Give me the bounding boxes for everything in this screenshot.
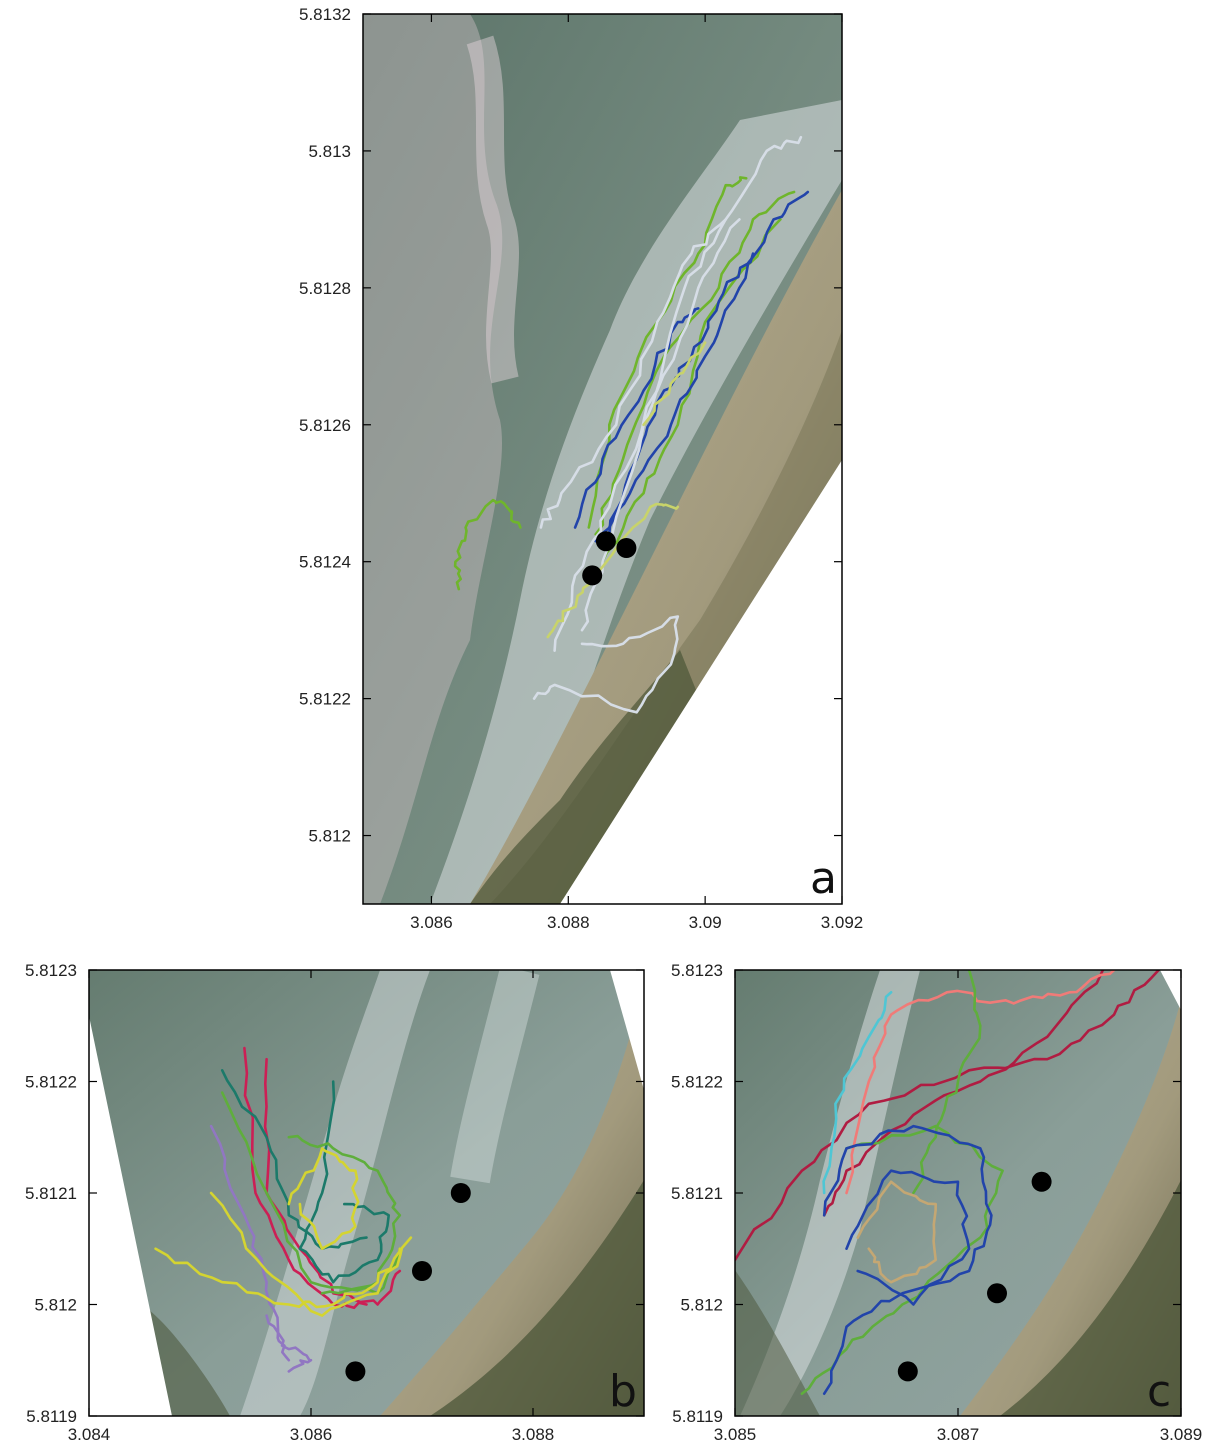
panel-c-markers	[897, 1171, 1052, 1382]
panel-b-tracks	[154, 1046, 413, 1373]
panel-a-letter: a	[810, 853, 837, 904]
track-c-2	[822, 970, 1105, 1217]
panel-a: 3.086 3.088 3.09 3.092 5.812 5.8122 5.8124 5.81…	[299, 5, 863, 932]
y-tick-label-c-4: 5.8122	[671, 1073, 723, 1092]
panel-c-tracks	[735, 970, 1160, 1395]
track-b-9	[154, 1247, 402, 1309]
instrument-marker-a-1	[582, 565, 603, 586]
y-tick-label-c-1: 5.8119	[672, 1407, 723, 1426]
y-tick-label-a-5: 5.8128	[299, 279, 351, 298]
track-a-1	[453, 498, 522, 591]
track-a-9	[532, 615, 680, 714]
track-c-7	[822, 1124, 993, 1395]
track-b-5	[220, 1091, 402, 1295]
track-c-3	[845, 970, 1116, 1195]
instrument-marker-b-1	[450, 1183, 471, 1203]
x-tick-label-a-2: 3.088	[547, 913, 590, 932]
track-a-3	[594, 190, 796, 536]
y-tick-label-a-7: 5.8132	[299, 5, 351, 24]
track-b-10	[209, 1191, 413, 1317]
y-tick-label-a-4: 5.8126	[299, 416, 351, 435]
track-c-1	[735, 970, 1160, 1262]
panel-b-aerial-image	[89, 970, 644, 1416]
panel-b-axes: 3.084 3.086 3.088 5.8119 5.812 5.8121 5.8122 5.…	[25, 961, 644, 1443]
y-tick-label-a-6: 5.813	[308, 142, 351, 161]
y-tick-label-c-2: 5.812	[680, 1296, 723, 1315]
panel-b: 3.084 3.086 3.088 5.8119 5.812 5.8121 5.8122 5.…	[25, 961, 645, 1443]
instrument-marker-c-3	[897, 1361, 918, 1382]
track-a-13	[642, 341, 707, 427]
y-tick-label-a-3: 5.8124	[299, 553, 351, 572]
panel-a-markers	[582, 531, 637, 586]
track-b-6	[287, 1134, 402, 1295]
track-a-6	[594, 190, 810, 543]
y-tick-label-b-1: 5.8119	[26, 1407, 77, 1426]
x-tick-label-a-3: 3.09	[689, 913, 722, 932]
instrument-marker-b-2	[412, 1261, 432, 1281]
panel-b-letter: b	[609, 1366, 637, 1417]
track-b-4	[220, 1069, 368, 1250]
x-tick-label-a-4: 3.092	[821, 913, 864, 932]
x-tick-label-b-3: 3.088	[512, 1425, 555, 1443]
y-tick-label-b-3: 5.8121	[25, 1184, 77, 1203]
x-tick-label-b-1: 3.084	[68, 1425, 111, 1443]
instrument-marker-b-3	[345, 1361, 366, 1382]
track-a-10	[580, 135, 803, 632]
track-b-8	[265, 1314, 313, 1373]
track-c-4	[822, 991, 893, 1195]
track-a-5	[573, 307, 700, 529]
y-tick-label-a-2: 5.8122	[299, 690, 351, 709]
instrument-marker-a-2	[595, 531, 616, 552]
y-tick-label-a-1: 5.812	[308, 827, 351, 846]
track-a-8	[539, 218, 727, 529]
panel-c-axes: 3.085 3.087 3.089 5.8119 5.812 5.8121 5.8122 5.…	[671, 961, 1202, 1443]
track-c-9	[856, 1180, 937, 1284]
y-tick-label-c-3: 5.8121	[671, 1184, 723, 1203]
x-tick-label-a-1: 3.086	[410, 913, 453, 932]
track-a-4	[601, 218, 782, 563]
x-tick-label-c-2: 3.087	[937, 1425, 980, 1443]
x-tick-label-b-2: 3.086	[290, 1425, 333, 1443]
instrument-marker-c-2	[987, 1283, 1007, 1304]
panel-a-axes: 3.086 3.088 3.09 3.092 5.812 5.8122 5.8124 5.81…	[299, 5, 863, 932]
panel-b-markers	[345, 1183, 471, 1382]
y-tick-label-b-2: 5.812	[34, 1296, 77, 1315]
panel-c-letter: c	[1147, 1366, 1171, 1417]
track-a-11	[553, 218, 741, 652]
track-b-3	[298, 1080, 390, 1284]
track-b-1	[263, 1057, 402, 1306]
track-c-8	[845, 1169, 971, 1306]
track-c-6	[912, 970, 982, 1195]
panel-c: 3.085 3.087 3.089 5.8119 5.812 5.8121 5.8122 5.…	[671, 961, 1202, 1443]
y-tick-label-b-4: 5.8122	[25, 1073, 77, 1092]
panel-a-tracks	[453, 135, 810, 714]
y-tick-label-c-5: 5.8123	[671, 961, 723, 980]
x-tick-label-c-1: 3.085	[714, 1425, 757, 1443]
x-tick-label-c-3: 3.089	[1160, 1425, 1203, 1443]
panel-a-axes-frame	[362, 13, 843, 905]
instrument-marker-a-3	[616, 538, 637, 558]
y-tick-label-b-5: 5.8123	[25, 961, 77, 980]
instrument-marker-c-1	[1031, 1171, 1052, 1192]
track-b-11	[287, 1147, 360, 1250]
